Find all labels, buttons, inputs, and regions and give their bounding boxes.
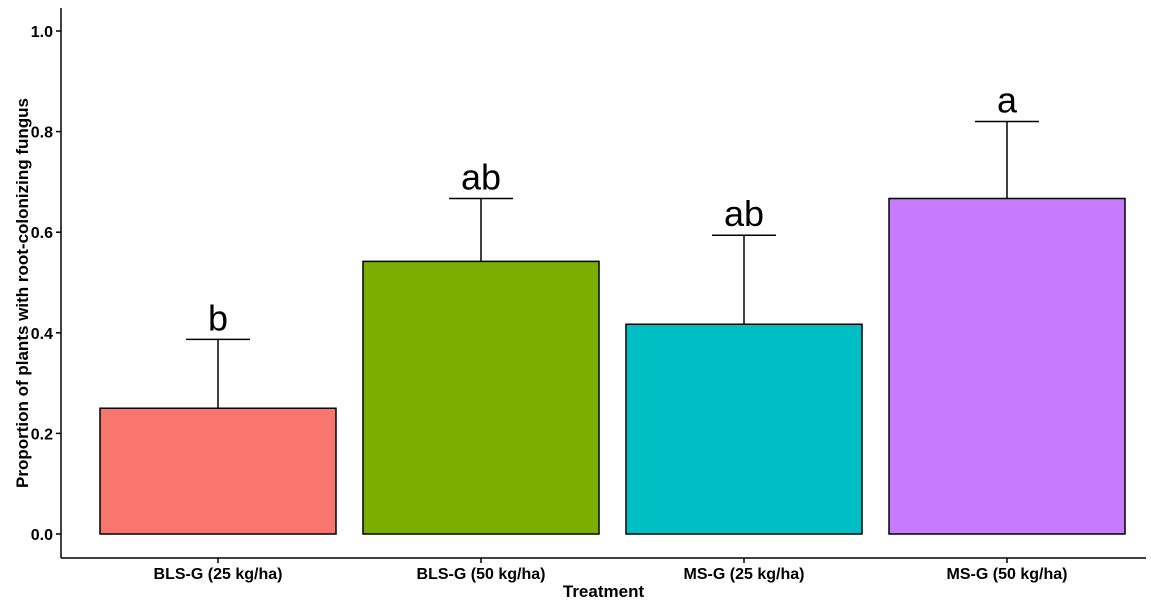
y-tick-label: 0.4	[31, 326, 53, 343]
significance-label: a	[997, 80, 1018, 121]
bar	[888, 197, 1126, 535]
x-tick-label: MS-G (25 kg/ha)	[684, 566, 805, 583]
x-axis-title: Treatment	[563, 582, 645, 599]
x-tick-label: BLS-G (50 kg/ha)	[417, 566, 546, 583]
y-tick-label: 0.6	[31, 225, 53, 242]
y-tick-label: 0.0	[31, 527, 53, 544]
y-tick-label: 0.8	[31, 125, 53, 142]
bar	[99, 407, 337, 535]
y-tick-label: 0.2	[31, 426, 53, 443]
significance-label: b	[208, 297, 228, 338]
y-tick-label: 1.0	[31, 24, 53, 41]
x-tick-label: BLS-G (25 kg/ha)	[154, 566, 283, 583]
significance-label: ab	[724, 193, 764, 234]
bar	[362, 260, 600, 535]
significance-label: ab	[461, 156, 501, 197]
y-axis-title: Proportion of plants with root-colonizin…	[13, 98, 32, 488]
x-tick-label: MS-G (50 kg/ha)	[947, 566, 1068, 583]
bar	[625, 323, 863, 535]
